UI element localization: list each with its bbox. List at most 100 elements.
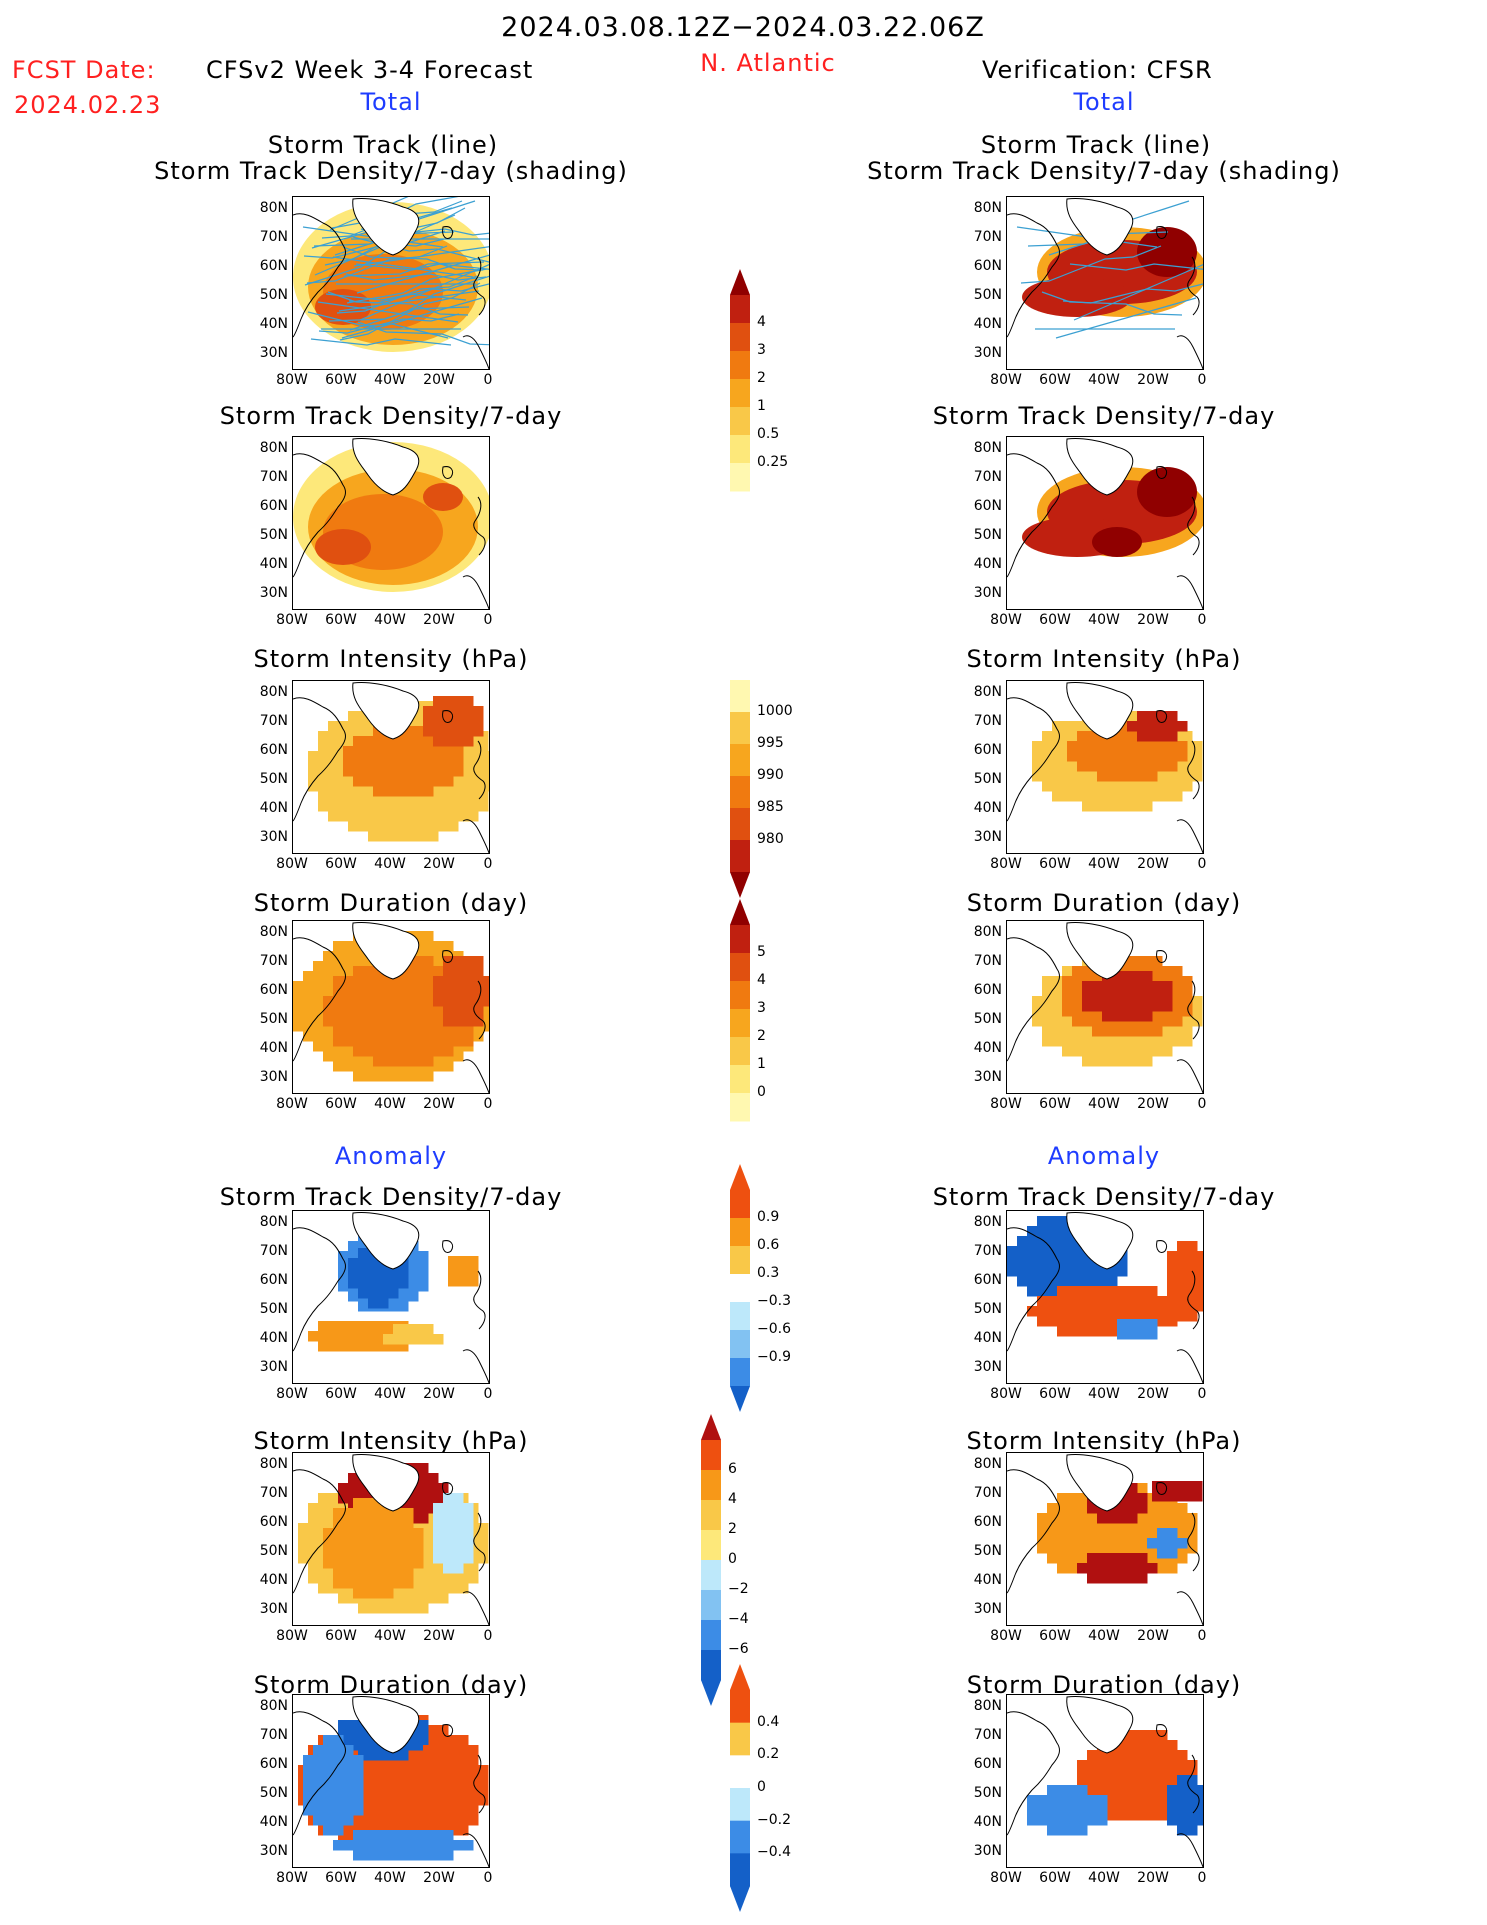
shade-cell (448, 801, 459, 812)
total-right-label: Total (1073, 88, 1135, 116)
shade-cell (318, 731, 329, 742)
shade-cell (373, 986, 384, 997)
shade-cell (1182, 986, 1193, 997)
shade-cell (393, 1528, 404, 1539)
shade-cell (1152, 1016, 1163, 1027)
shade-cell (1187, 1271, 1198, 1282)
shade-cell (1172, 1026, 1183, 1037)
shade-cell (368, 811, 379, 822)
shade-cell (433, 1805, 444, 1816)
lat-tick-label: 80N (259, 924, 288, 940)
shade-cell (403, 756, 414, 767)
shade-cell (1137, 1780, 1148, 1791)
shade-cell (1072, 1026, 1083, 1037)
shade-cell (393, 766, 404, 777)
shade-cell (1177, 721, 1188, 732)
shade-cell (468, 751, 479, 762)
shade-cell (1117, 1563, 1128, 1574)
shade-cell (1137, 1483, 1148, 1494)
shade-cell (1062, 771, 1073, 782)
shade-cell (463, 1533, 474, 1544)
shade-cell (423, 1046, 434, 1057)
lon-tick-label: 60W (325, 612, 357, 628)
shade-cell (1162, 981, 1173, 992)
shade-cell (368, 1795, 379, 1806)
colorbar-segment (730, 1722, 750, 1756)
shade-cell (1047, 1296, 1058, 1307)
lon-tick-label: 20W (423, 1386, 455, 1402)
shade-cell (378, 1805, 389, 1816)
shade-cell (313, 1805, 324, 1816)
lat-tick-label: 60N (259, 1756, 288, 1772)
shade-cell (393, 1558, 404, 1569)
shade-cell (358, 1341, 369, 1352)
shade-cell (1147, 1800, 1158, 1811)
lon-tick-label: 60W (325, 1096, 357, 1112)
shade-cell (328, 801, 339, 812)
shade-cell (403, 1538, 414, 1549)
shade-cell (1117, 1523, 1128, 1534)
shade-cell (463, 706, 474, 717)
shade-cell (1047, 1815, 1058, 1826)
shade-cell (363, 1061, 374, 1072)
shade-cell (453, 1805, 464, 1816)
colorbar-segment (730, 1853, 750, 1887)
coastline (1187, 496, 1200, 556)
shade-cell (443, 1745, 454, 1756)
shade-cell (378, 1341, 389, 1352)
shade-cell (398, 831, 409, 842)
shade-cell (1122, 956, 1133, 967)
shade-cell (348, 1730, 359, 1741)
fcst-track-map (292, 196, 490, 370)
shade-cell (408, 1730, 419, 1741)
lat-tick-label: 50N (259, 771, 288, 787)
shade-cell (348, 811, 359, 822)
shade-cell (388, 1341, 399, 1352)
shade-cell (1027, 1815, 1038, 1826)
shade-cell (1097, 1750, 1108, 1761)
shade-cell (1147, 711, 1158, 722)
shade-cell (438, 791, 449, 802)
shade-cell (1047, 1316, 1058, 1327)
lat-tick-label: 50N (259, 1011, 288, 1027)
shade-cell (418, 821, 429, 832)
shade-cell (433, 696, 444, 707)
shade-cell (1162, 1001, 1173, 1012)
shade-cell (1027, 1256, 1038, 1267)
shade-cell (353, 1061, 364, 1072)
fcst-track-shading-title: Storm Track Density/7-day (shading) (154, 157, 628, 185)
shade-cell (428, 811, 439, 822)
shade-cell (443, 1755, 454, 1766)
lat-tick-label: 50N (973, 1011, 1002, 1027)
shade-cell (343, 1795, 354, 1806)
shade-cell (423, 1056, 434, 1067)
shade-cell (1102, 801, 1113, 812)
fcst-date-value: 2024.02.23 (14, 91, 162, 119)
shade-cell (308, 1523, 319, 1534)
lon-tick-label: 20W (1137, 1628, 1169, 1644)
shade-cell (323, 1558, 334, 1569)
shade-cell (1077, 1266, 1088, 1277)
shade-cell (478, 1523, 489, 1534)
verif-duration-anom-map (1006, 1694, 1204, 1868)
shade-cell (383, 1578, 394, 1589)
shade-cell (338, 1593, 349, 1604)
shade-cell (353, 941, 364, 952)
shade-cell (1057, 1563, 1068, 1574)
shade-cell (1152, 1036, 1163, 1047)
colorbar-tick-label: −0.4 (757, 1844, 791, 1861)
verif-duration-map (1006, 920, 1204, 1094)
shade-cell (1047, 1226, 1058, 1237)
shade-cell (368, 831, 379, 842)
shade-cell (1147, 1563, 1158, 1574)
shade-cell (298, 1533, 309, 1544)
shade-cell (378, 811, 389, 822)
shade-cell (338, 1483, 349, 1494)
shade-cell (1142, 791, 1153, 802)
shade-cell (373, 1056, 384, 1067)
shade-cell (1177, 1271, 1188, 1282)
shade-cell (1087, 1750, 1098, 1761)
shade-cell (428, 1593, 439, 1604)
shade-cell (443, 1493, 454, 1504)
shade-cell (1127, 1800, 1138, 1811)
